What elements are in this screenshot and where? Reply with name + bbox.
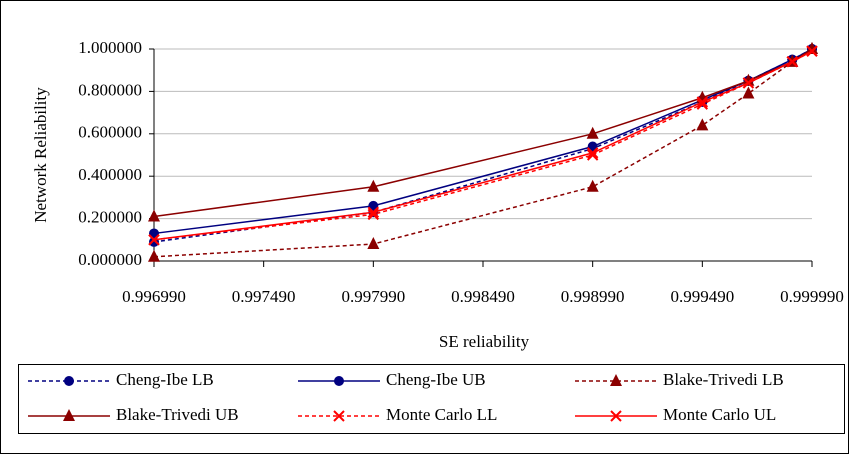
y-tick-label: 0.800000 — [78, 80, 142, 99]
data-point — [586, 179, 599, 192]
data-point — [696, 118, 709, 131]
legend-marker — [610, 374, 622, 386]
legend — [18, 364, 845, 434]
data-point — [148, 249, 160, 262]
x-tick-label: 0.998490 — [451, 287, 515, 306]
x-axis-label: SE reliability — [439, 332, 530, 351]
data-point — [742, 77, 755, 89]
data-point — [806, 45, 818, 57]
y-tick-label: 0.000000 — [78, 250, 142, 269]
data-point — [148, 209, 160, 222]
legend-label: Blake-Trivedi UB — [116, 405, 239, 424]
data-point — [367, 179, 380, 192]
x-tick-label: 0.999990 — [780, 287, 844, 306]
data-point — [786, 56, 798, 68]
x-tick-label: 0.999490 — [670, 287, 734, 306]
legend-marker — [63, 409, 75, 421]
y-tick-label: 0.600000 — [78, 123, 142, 142]
legend-marker — [610, 410, 622, 422]
legend-label: Monte Carlo UL — [663, 405, 776, 424]
legend-label: Cheng-Ibe LB — [116, 370, 214, 389]
y-tick-label: 0.400000 — [78, 165, 142, 184]
data-point — [367, 237, 380, 250]
legend-label: Cheng-Ibe UB — [386, 370, 486, 389]
y-tick-label: 0.200000 — [78, 208, 142, 227]
data-point — [586, 147, 599, 159]
data-point — [742, 86, 755, 99]
x-tick-label: 0.996990 — [122, 287, 186, 306]
data-point — [806, 42, 818, 54]
data-point — [367, 206, 380, 218]
legend-label: Blake-Trivedi LB — [663, 370, 784, 389]
legend-marker — [333, 410, 345, 422]
data-point — [148, 234, 160, 246]
x-tick-label: 0.998990 — [561, 287, 625, 306]
data-point — [586, 126, 599, 139]
legend-marker — [64, 376, 74, 386]
legend-label: Monte Carlo LL — [386, 405, 497, 424]
y-tick-label: 1.000000 — [78, 38, 142, 57]
data-point — [742, 73, 755, 86]
x-tick-label: 0.997990 — [341, 287, 405, 306]
x-tick-label: 0.997490 — [232, 287, 296, 306]
y-axis-label: Network Reliability — [31, 87, 50, 223]
legend-marker — [334, 376, 344, 386]
data-point — [696, 96, 709, 108]
